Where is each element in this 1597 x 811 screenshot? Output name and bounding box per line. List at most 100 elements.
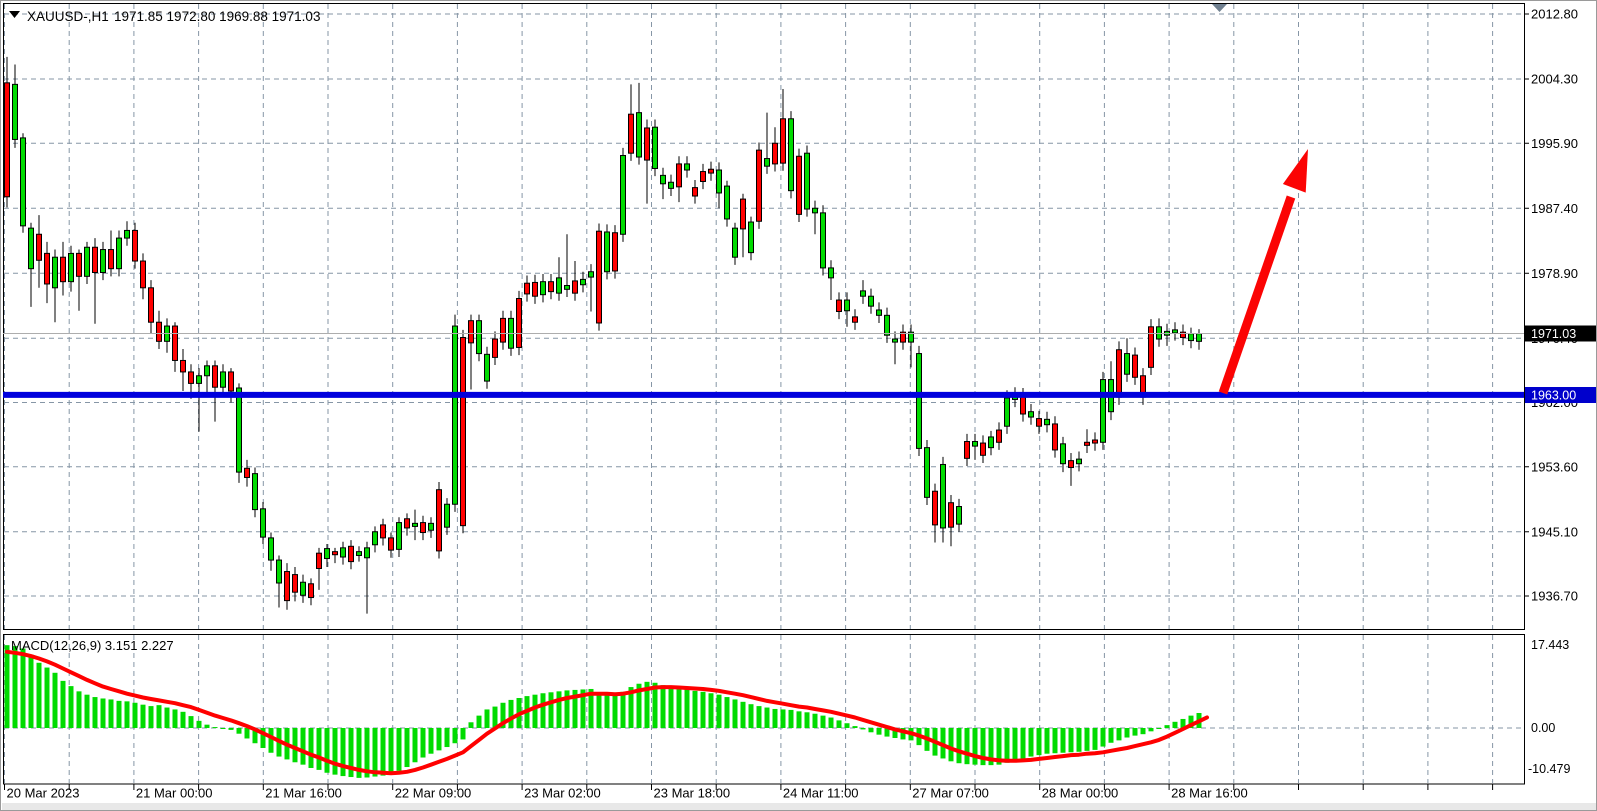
candle-body bbox=[636, 112, 642, 158]
candle-body bbox=[364, 547, 370, 559]
macd-bar bbox=[644, 681, 650, 728]
macd-bar bbox=[804, 712, 810, 728]
macd-bar bbox=[468, 722, 474, 728]
macd-bar bbox=[820, 715, 826, 728]
candle-body bbox=[340, 547, 346, 558]
candle-body bbox=[1148, 326, 1154, 368]
macd-bar bbox=[548, 692, 554, 728]
price-label: 1945.10 bbox=[1531, 524, 1578, 539]
candle-body bbox=[1084, 441, 1090, 446]
candle-body bbox=[628, 113, 634, 154]
price-tag-hline: 1963.00 bbox=[1525, 387, 1596, 403]
candle-body bbox=[748, 221, 754, 254]
macd-bar bbox=[836, 720, 842, 728]
macd-bar bbox=[1020, 728, 1026, 759]
candle-body bbox=[988, 436, 994, 449]
macd-bar bbox=[1124, 728, 1130, 738]
time-axis[interactable]: 20 Mar 2023 21 Mar 00:00 21 Mar 16:00 22 Ma… bbox=[4, 784, 1494, 801]
trend-arrow-shaft[interactable] bbox=[1218, 195, 1296, 395]
macd-bar bbox=[788, 709, 794, 728]
macd-bar bbox=[228, 728, 234, 730]
candle-body bbox=[268, 537, 274, 561]
time-label: 21 Mar 00:00 bbox=[136, 786, 213, 801]
candle-body bbox=[332, 551, 338, 556]
macd-bar bbox=[132, 702, 138, 728]
candle-body bbox=[180, 359, 186, 373]
time-label: 28 Mar 00:00 bbox=[1042, 786, 1119, 801]
macd-bar bbox=[692, 690, 698, 728]
candle-body bbox=[732, 227, 738, 258]
macd-bar bbox=[732, 699, 738, 728]
time-label: 20 Mar 2023 bbox=[7, 786, 80, 801]
macd-panel[interactable] bbox=[3, 634, 1525, 785]
macd-bar bbox=[988, 728, 994, 766]
macd-bar bbox=[196, 720, 202, 728]
macd-bar bbox=[604, 694, 610, 728]
macd-bar bbox=[540, 693, 546, 728]
price-panel[interactable] bbox=[3, 3, 1525, 630]
macd-bar bbox=[508, 699, 514, 728]
macd-bar bbox=[180, 711, 186, 728]
candle-body bbox=[844, 299, 850, 312]
candle-body bbox=[780, 118, 786, 164]
candle-body bbox=[92, 246, 98, 274]
macd-bar bbox=[764, 707, 770, 728]
candle-body bbox=[308, 583, 314, 599]
candle-body bbox=[612, 232, 618, 272]
candle-body bbox=[1036, 418, 1042, 427]
candle-body bbox=[836, 299, 842, 313]
candle-body bbox=[1060, 443, 1066, 465]
candle-body bbox=[484, 353, 490, 382]
candle-body bbox=[396, 522, 402, 550]
candle-body bbox=[356, 551, 362, 556]
macd-bar bbox=[700, 691, 706, 728]
price-label: 1995.90 bbox=[1531, 136, 1578, 151]
macd-bar bbox=[172, 709, 178, 728]
macd-bar bbox=[828, 717, 834, 728]
candle-body bbox=[372, 531, 378, 546]
candle-body bbox=[28, 227, 34, 270]
macd-zero-label: 0.00 bbox=[1531, 721, 1555, 735]
price-label: 1987.40 bbox=[1531, 201, 1578, 216]
macd-bar bbox=[428, 728, 434, 754]
macd-bar bbox=[860, 728, 866, 730]
macd-bar bbox=[212, 727, 218, 729]
candle-body bbox=[348, 545, 354, 563]
macd-bar bbox=[972, 728, 978, 765]
symbol-dropdown-icon[interactable] bbox=[9, 11, 20, 18]
time-label: 21 Mar 16:00 bbox=[265, 786, 342, 801]
candle-body bbox=[116, 237, 122, 270]
macd-bar bbox=[532, 694, 538, 728]
candle-body bbox=[964, 441, 970, 459]
trend-arrow-head[interactable] bbox=[1282, 149, 1308, 193]
macd-bar bbox=[1116, 728, 1122, 741]
candle-body bbox=[956, 506, 962, 525]
candle-body bbox=[708, 168, 714, 174]
candle-body bbox=[884, 314, 890, 336]
candle-body bbox=[948, 502, 954, 528]
candle-body bbox=[652, 126, 658, 169]
macd-bar bbox=[1108, 728, 1114, 743]
macd-bar bbox=[852, 726, 858, 728]
macd-bar bbox=[756, 706, 762, 728]
candle-body bbox=[700, 171, 706, 182]
price-axis[interactable]: 2012.802004.301995.901987.401978.901970.… bbox=[1524, 7, 1578, 604]
candle-body bbox=[292, 574, 298, 593]
candle-body bbox=[436, 489, 442, 552]
macd-bar bbox=[308, 728, 314, 768]
macd-bar bbox=[324, 728, 330, 773]
trend-arrow[interactable] bbox=[1218, 149, 1308, 395]
macd-bar bbox=[660, 685, 666, 728]
time-label: 27 Mar 07:00 bbox=[912, 786, 989, 801]
candle-body bbox=[244, 467, 250, 478]
candle-body bbox=[1156, 326, 1162, 340]
price-tag-current-label: 1971.03 bbox=[1531, 327, 1576, 341]
candle-body bbox=[76, 252, 82, 277]
macd-bar bbox=[412, 728, 418, 763]
bar-position-marker-icon[interactable] bbox=[1212, 4, 1227, 12]
candle-body bbox=[980, 442, 986, 456]
macd-bar bbox=[340, 728, 346, 777]
macd-bar bbox=[1084, 728, 1090, 751]
candle-body bbox=[820, 212, 826, 269]
